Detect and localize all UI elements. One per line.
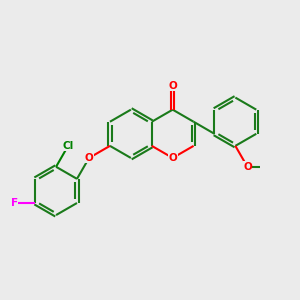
Text: O: O: [168, 153, 177, 163]
Text: O: O: [168, 80, 177, 91]
Text: Cl: Cl: [62, 141, 74, 151]
Text: F: F: [11, 198, 18, 208]
Text: O: O: [243, 162, 252, 172]
Text: O: O: [85, 153, 93, 163]
